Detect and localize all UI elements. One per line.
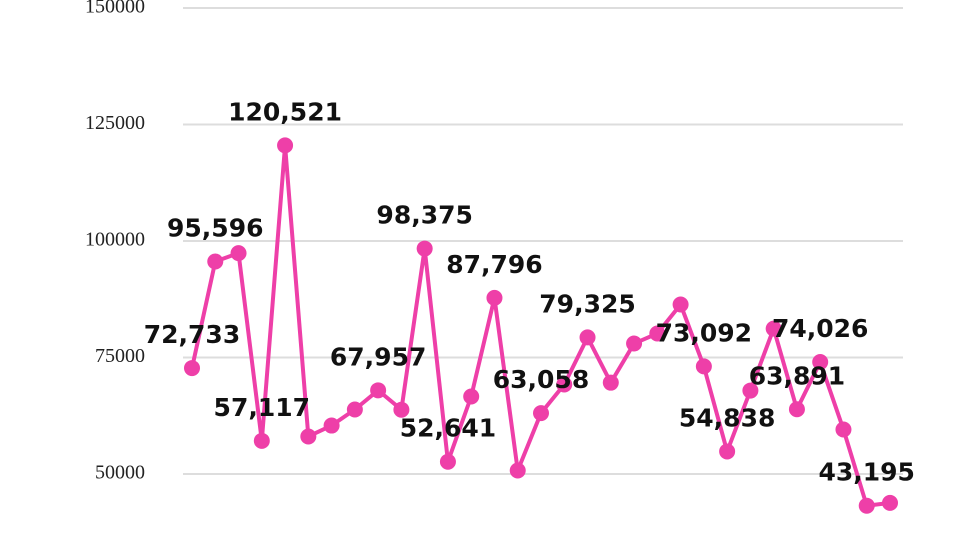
- marker: [579, 329, 596, 346]
- marker: [556, 376, 573, 393]
- marker: [253, 432, 270, 449]
- marker: [509, 462, 526, 479]
- data-label: 95,596: [167, 214, 263, 243]
- marker: [439, 453, 456, 470]
- data-label: 57,117: [214, 393, 310, 422]
- marker: [463, 388, 480, 405]
- marker: [649, 325, 666, 342]
- marker: [602, 374, 619, 391]
- marker: [788, 401, 805, 418]
- marker: [416, 240, 433, 257]
- data-label: 74,026: [772, 314, 868, 343]
- data-label: 54,838: [679, 403, 775, 432]
- y-tick-label: 125000: [85, 112, 145, 134]
- data-label: 73,092: [656, 318, 752, 347]
- y-tick-label: 50000: [95, 462, 145, 484]
- data-label: 63,891: [749, 361, 845, 390]
- marker: [742, 382, 759, 399]
- marker: [370, 382, 387, 399]
- marker: [719, 443, 736, 460]
- data-label: 98,375: [376, 201, 472, 230]
- data-label: 52,641: [400, 414, 496, 443]
- marker: [486, 289, 503, 306]
- marker: [765, 320, 782, 337]
- marker: [812, 354, 829, 371]
- marker: [393, 401, 410, 418]
- data-label: 67,957: [330, 342, 426, 371]
- marker: [533, 405, 549, 422]
- marker: [882, 494, 898, 511]
- marker: [835, 421, 852, 438]
- data-label: 120,521: [228, 97, 342, 126]
- marker: [207, 253, 224, 270]
- data-label: 63,058: [493, 365, 589, 394]
- marker: [230, 245, 247, 262]
- data-label: 79,325: [539, 289, 635, 318]
- data-label: 43,195: [818, 458, 914, 487]
- marker: [277, 137, 294, 154]
- marker: [184, 360, 200, 377]
- y-tick-label: 75000: [95, 345, 145, 367]
- marker: [672, 296, 689, 313]
- marker: [300, 428, 317, 445]
- marker: [626, 335, 643, 352]
- marker: [346, 401, 363, 418]
- marker: [695, 358, 712, 375]
- marker: [858, 497, 875, 514]
- y-tick-label: 150000: [85, 0, 145, 18]
- marker: [323, 417, 340, 434]
- y-tick-label: 100000: [85, 229, 145, 251]
- data-label: 87,796: [446, 250, 542, 279]
- data-label: 72,733: [144, 320, 240, 349]
